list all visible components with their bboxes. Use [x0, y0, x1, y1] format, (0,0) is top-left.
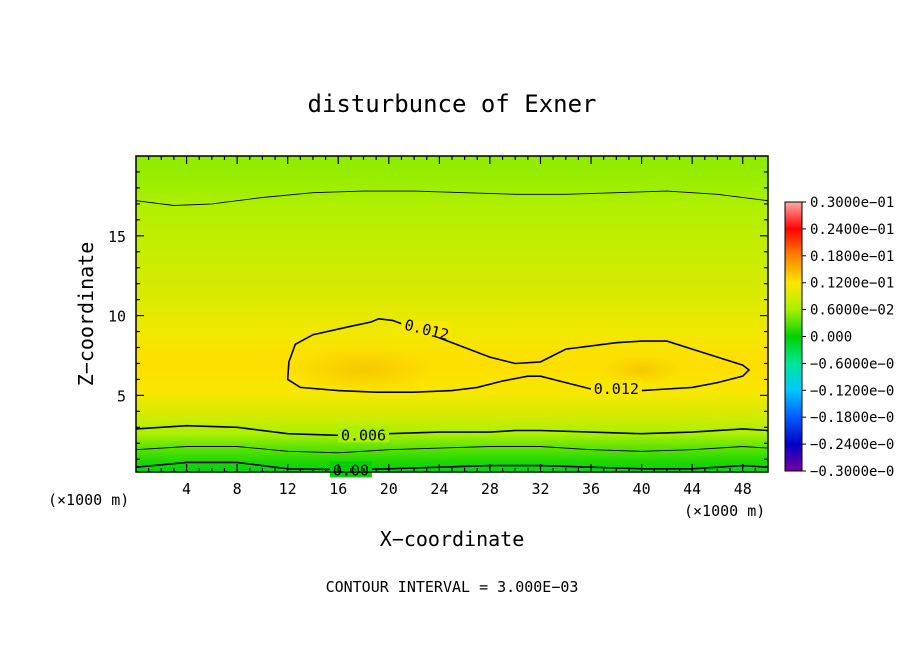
- x-tick-label-4: 4: [182, 480, 191, 498]
- contour-lines: [136, 190, 768, 471]
- x-tick-label-28: 28: [481, 480, 499, 498]
- y-tick-label-15: 15: [108, 228, 126, 246]
- x-tick-label-40: 40: [633, 480, 651, 498]
- colorbar-fill: [784, 201, 803, 472]
- colorbar-label-7: −0.1200e−0: [810, 383, 894, 399]
- contour-label-2: 0.012: [594, 380, 639, 398]
- x-tick-label-12: 12: [279, 480, 297, 498]
- y-axis-label: Z−coordinate: [74, 242, 98, 387]
- x-axis-label: X−coordinate: [380, 527, 525, 551]
- y-tick-label-5: 5: [117, 387, 126, 405]
- field-maximum-shading: [293, 347, 682, 392]
- x-tick-label-16: 16: [329, 480, 347, 498]
- colorbar-label-3: 0.1200e−01: [810, 276, 894, 292]
- x-tick-label-36: 36: [582, 480, 600, 498]
- colorbar: 0.3000e−01 0.2400e−01 0.1800e−01 0.1200e−01…: [784, 195, 894, 480]
- contour-line-5: [136, 461, 768, 471]
- contour-label-bg-3: [338, 426, 390, 443]
- x-tick-label-32: 32: [531, 480, 549, 498]
- y-tick-label-10: 10: [108, 308, 126, 326]
- colorbar-labels: 0.3000e−01 0.2400e−01 0.1800e−01 0.1200e−01…: [802, 195, 894, 480]
- contour-label-bg-2: [590, 380, 642, 397]
- contour-label-bg-1: [401, 320, 453, 337]
- x-tick-label-8: 8: [233, 480, 242, 498]
- colorbar-label-9: −0.2400e−0: [810, 437, 894, 453]
- contour-label-3: 0.006: [341, 426, 386, 444]
- colorbar-label-8: −0.1800e−0: [810, 410, 894, 426]
- colorbar-label-5: 0.000: [810, 330, 852, 346]
- x-tick-label-44: 44: [683, 480, 701, 498]
- colorbar-label-0: 0.3000e−01: [810, 195, 894, 211]
- contour-line-4: [136, 446, 768, 454]
- contour-field: [136, 156, 768, 472]
- colorbar-label-4: 0.6000e−02: [810, 303, 894, 319]
- x-tick-label-24: 24: [430, 480, 448, 498]
- colorbar-label-1: 0.2400e−01: [810, 222, 894, 238]
- contour-line-3: [136, 424, 768, 437]
- colorbar-label-6: −0.6000e−0: [810, 356, 894, 372]
- x-unit-right: (×1000 m): [684, 502, 765, 520]
- field-maximum-1: [293, 347, 434, 392]
- x-tick-label-48: 48: [734, 480, 752, 498]
- x-unit-left: (×1000 m): [48, 491, 129, 509]
- chart-title: disturbunce of Exner: [308, 90, 597, 118]
- field-maximum-2: [601, 355, 682, 384]
- colorbar-label-2: 0.1800e−01: [810, 249, 894, 265]
- x-tick-label-20: 20: [380, 480, 398, 498]
- colorbar-label-10: −0.3000e−0: [810, 464, 894, 480]
- contour-line-2: [136, 190, 768, 206]
- contour-interval-note: CONTOUR INTERVAL = 3.000E−03: [326, 578, 579, 596]
